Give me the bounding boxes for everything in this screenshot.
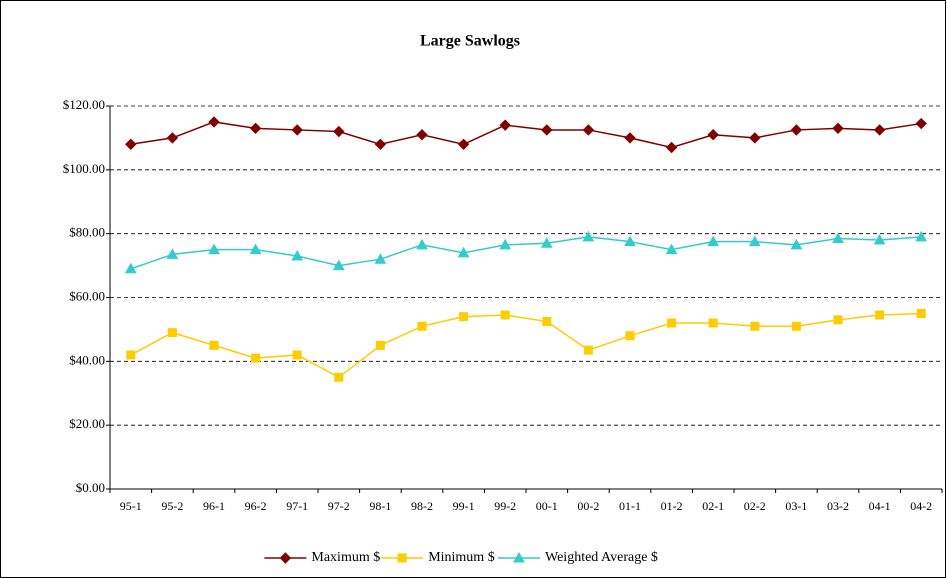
point [582, 230, 595, 242]
legend-marker [279, 552, 292, 564]
point [500, 310, 510, 320]
point [251, 353, 261, 363]
series-line [130, 312, 922, 379]
x-tick-label: 04-1 [869, 499, 891, 513]
point [209, 340, 219, 350]
point [583, 345, 593, 355]
y-tick-label: $80.00 [69, 225, 105, 240]
legend-label: Maximum $ [311, 550, 380, 565]
point [832, 122, 844, 135]
point [750, 321, 760, 331]
point [708, 318, 718, 328]
y-tick-label: $0.00 [76, 480, 105, 495]
x-tick-label: 98-2 [411, 499, 433, 513]
point [125, 138, 137, 151]
point [667, 318, 677, 328]
point [332, 259, 345, 271]
x-tick-label: 02-2 [744, 499, 766, 513]
y-tick-label: $100.00 [63, 161, 105, 176]
point [208, 243, 220, 255]
point [374, 253, 387, 264]
x-tick-label: 96-1 [203, 499, 225, 513]
x-tick-label: 97-2 [328, 499, 350, 513]
x-tick-label: 01-2 [661, 499, 683, 513]
series-line [130, 236, 922, 270]
point [374, 138, 387, 151]
point [459, 312, 469, 322]
legend-label: Minimum $ [428, 550, 495, 565]
x-tick-label: 00-2 [577, 499, 599, 513]
point [542, 316, 552, 326]
point [582, 124, 595, 136]
point [832, 232, 844, 243]
point [541, 124, 553, 136]
point [665, 141, 678, 154]
legend-marker [397, 553, 407, 563]
point [291, 249, 304, 261]
point [875, 310, 885, 320]
x-tick-label: 03-2 [827, 499, 849, 513]
point [833, 315, 843, 325]
point [625, 331, 635, 341]
legend-label: Weighted Average $ [545, 550, 658, 565]
series-line [130, 121, 922, 149]
point [499, 238, 512, 250]
point [790, 238, 803, 250]
point [707, 129, 719, 141]
point [457, 246, 470, 258]
point [249, 243, 262, 255]
x-tick-label: 95-1 [120, 499, 142, 513]
point [624, 132, 636, 144]
point [624, 235, 636, 247]
point [291, 124, 303, 136]
point [873, 234, 886, 245]
point [915, 230, 928, 242]
x-tick-label: 03-1 [785, 499, 807, 513]
x-tick-label: 04-2 [910, 499, 932, 513]
point [333, 125, 345, 138]
y-tick-label: $60.00 [69, 288, 105, 303]
point [499, 119, 511, 131]
point [916, 308, 926, 318]
point [790, 124, 803, 136]
x-tick-label: 95-2 [161, 499, 183, 513]
x-tick-label: 99-1 [453, 499, 475, 513]
point [540, 237, 553, 248]
point [749, 132, 761, 144]
x-tick-label: 02-1 [702, 499, 724, 513]
point [292, 350, 302, 360]
x-tick-label: 01-1 [619, 499, 641, 513]
point [791, 321, 801, 331]
x-tick-label: 96-2 [245, 499, 267, 513]
legend-marker [513, 551, 525, 563]
x-tick-label: 97-1 [286, 499, 308, 513]
point [417, 321, 427, 331]
point [126, 350, 136, 360]
point [665, 243, 678, 255]
point [166, 132, 179, 144]
point [167, 328, 177, 338]
point [375, 340, 385, 350]
point [334, 372, 344, 382]
point [457, 138, 470, 151]
point [208, 116, 220, 128]
point [166, 248, 179, 259]
x-tick-label: 99-2 [494, 499, 516, 513]
y-tick-label: $20.00 [69, 416, 105, 431]
y-tick-label: $120.00 [63, 97, 105, 112]
point [915, 117, 927, 130]
chart-title: Large Sawlogs [420, 33, 520, 50]
point [249, 122, 262, 135]
point [707, 235, 720, 247]
x-tick-label: 98-1 [369, 499, 391, 513]
point [748, 235, 761, 247]
point [416, 129, 428, 141]
point [416, 238, 428, 250]
y-tick-label: $40.00 [69, 352, 105, 367]
point [873, 124, 886, 136]
x-tick-label: 00-1 [536, 499, 558, 513]
point [124, 262, 137, 274]
